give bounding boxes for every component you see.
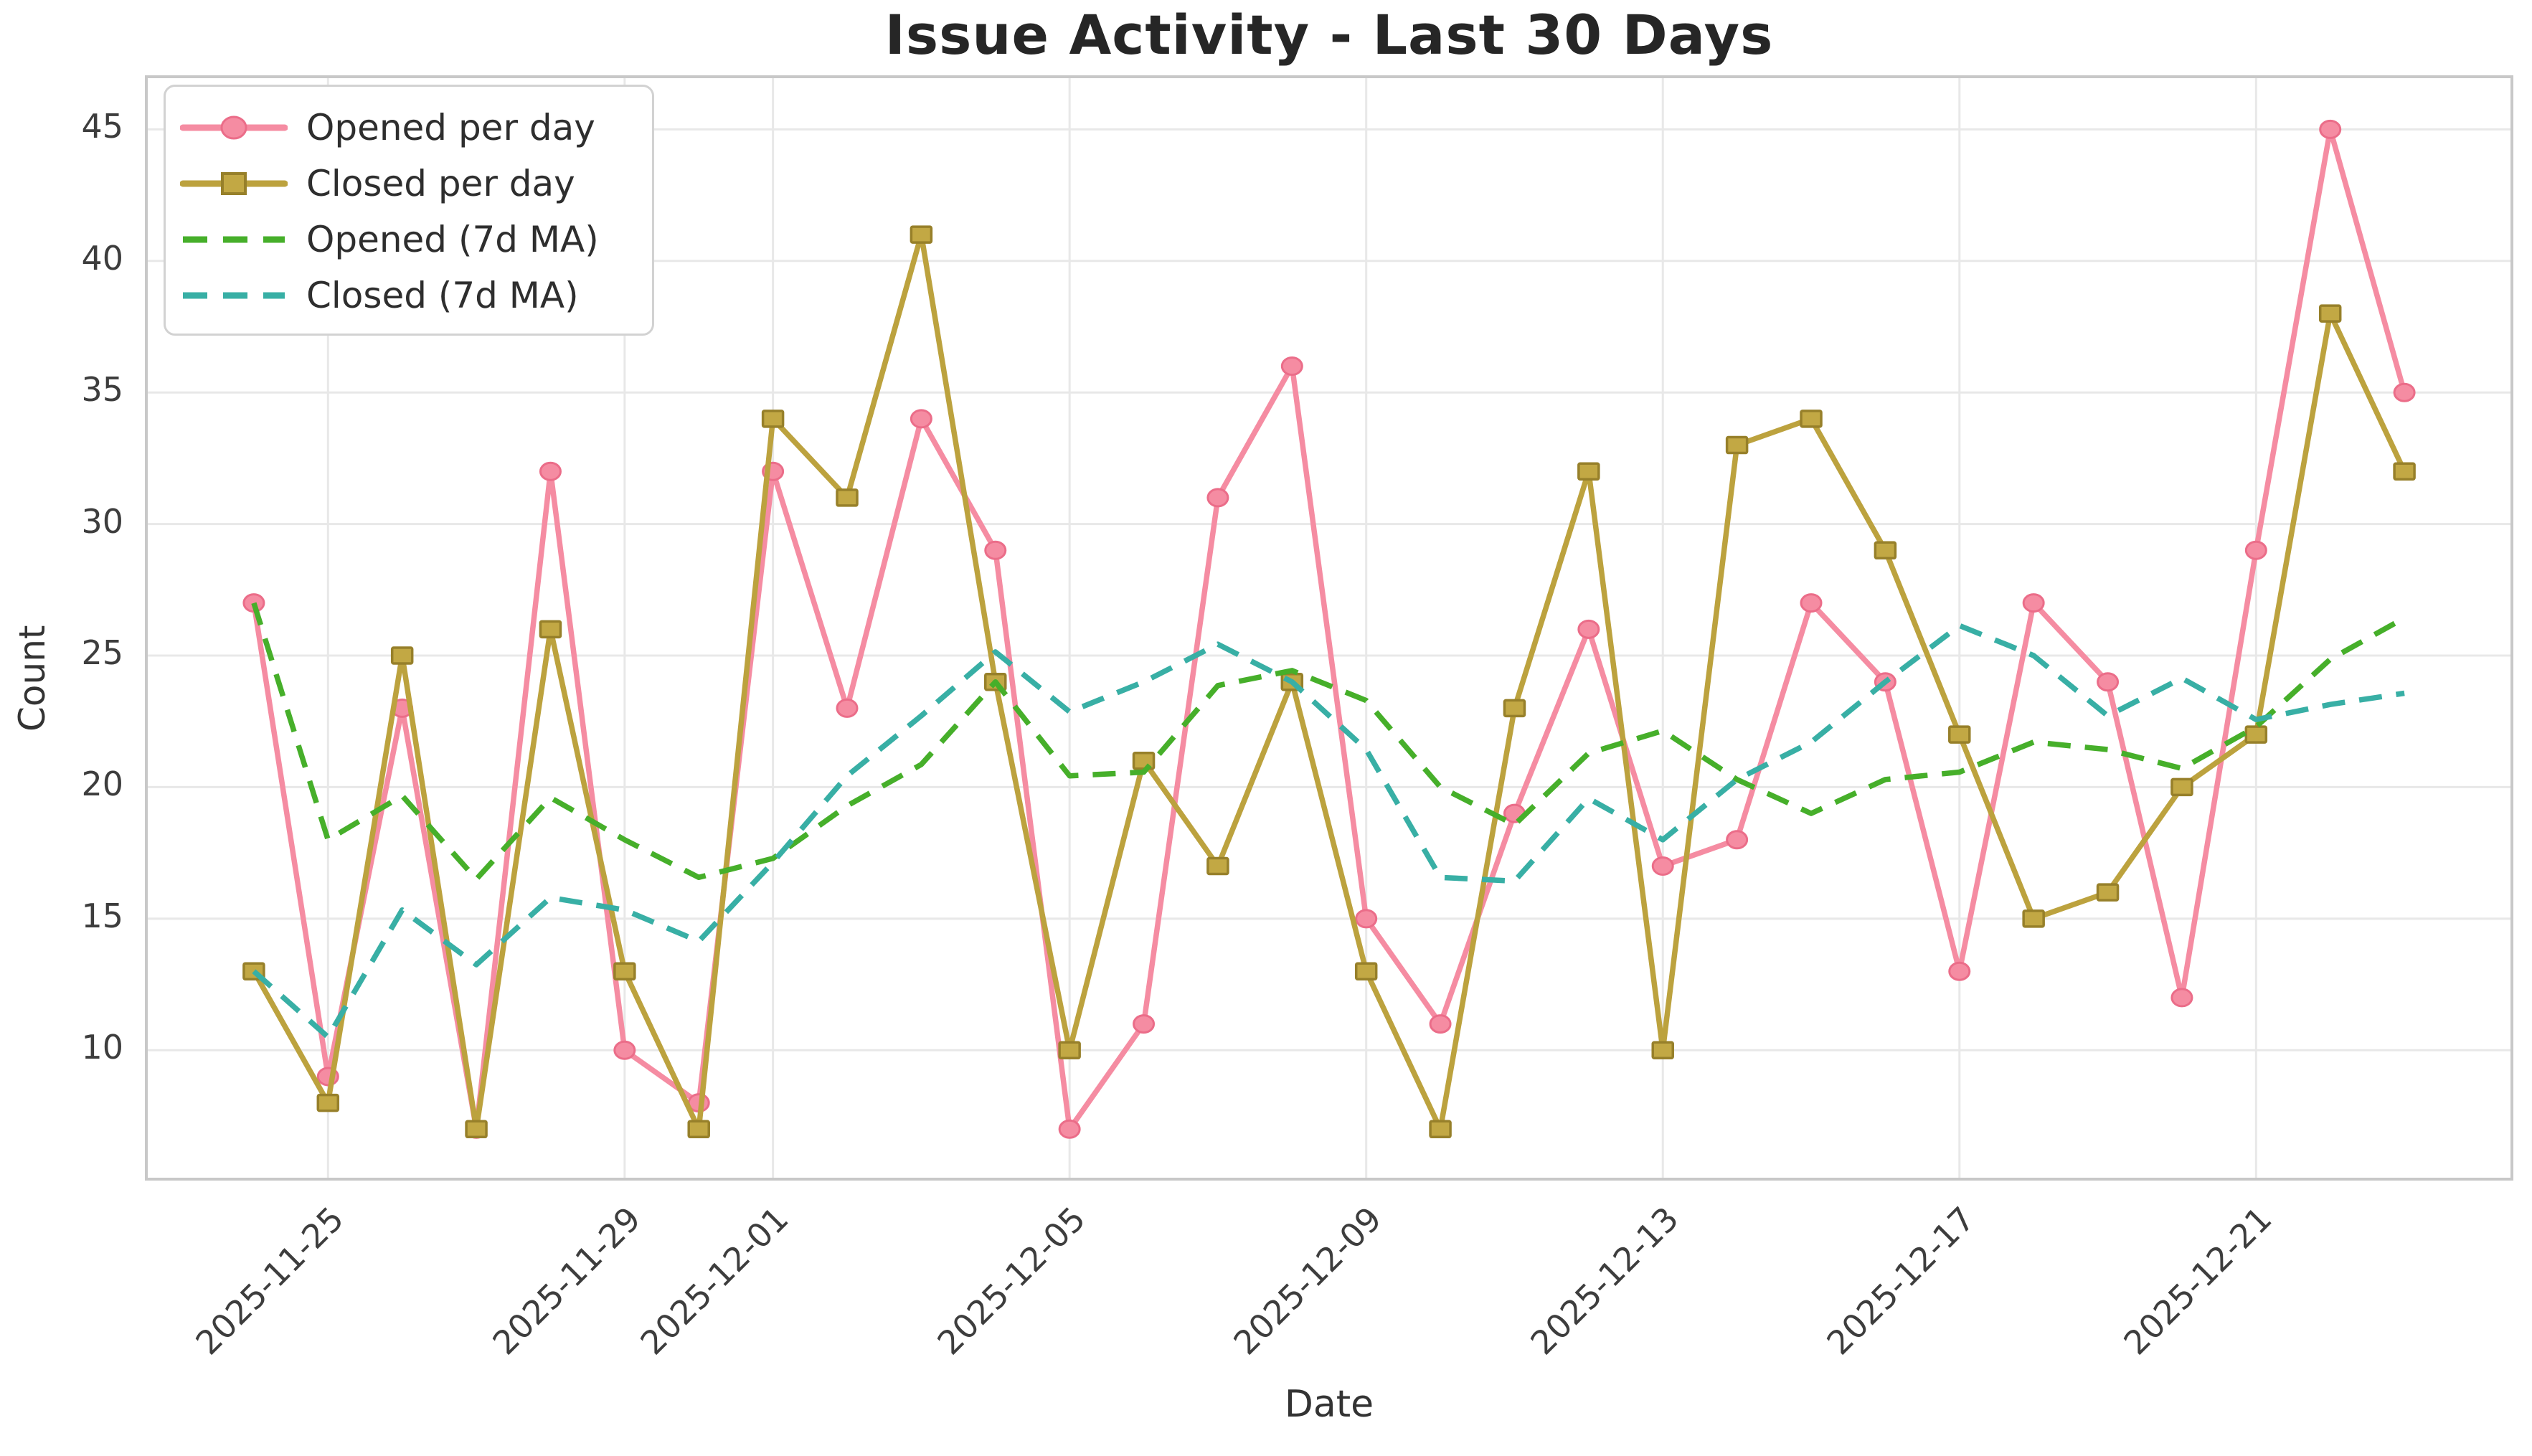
opened-marker [1800, 593, 1823, 613]
y-tick-label: 15 [81, 896, 123, 935]
closed-marker [1874, 541, 1897, 560]
closed-marker [2170, 777, 2193, 797]
opened-marker [2022, 593, 2045, 613]
opened-marker [539, 461, 562, 481]
opened-marker [1577, 619, 1600, 639]
closed-marker [1206, 856, 1229, 876]
opened-marker [836, 698, 859, 718]
legend-item-opened-7d-ma: Opened (7d MA) [180, 212, 638, 268]
y-tick-label: 45 [81, 107, 123, 146]
closed-marker [2318, 304, 2342, 323]
opened-marker [1206, 488, 1229, 508]
closed-marker [316, 1093, 340, 1112]
opened-marker [2393, 382, 2416, 402]
opened-marker [1429, 1014, 1452, 1034]
y-tick-label: 40 [81, 238, 123, 278]
legend: Opened per day Closed per day Opened (7d… [164, 85, 654, 336]
y-tick-label: 25 [81, 633, 123, 673]
closed-7d-ma-swatch-icon [183, 292, 285, 299]
chart-title: Issue Activity - Last 30 Days [884, 3, 1774, 67]
opened-marker [613, 1040, 636, 1060]
opened-marker [2319, 119, 2342, 139]
closed-marker [2022, 909, 2045, 928]
opened-marker [1058, 1119, 1081, 1139]
opened-marker [1280, 356, 1303, 377]
closed-marker [2096, 883, 2120, 902]
y-tick-label: 10 [81, 1028, 123, 1067]
closed-marker [1800, 410, 1823, 428]
legend-item-closed-7d-ma: Closed (7d MA) [180, 268, 638, 323]
plot-border [145, 75, 2513, 1181]
y-tick-label: 30 [81, 501, 123, 541]
closed-marker [1503, 699, 1526, 718]
opened-marker [1355, 909, 1378, 929]
closed-marker [465, 1120, 488, 1139]
legend-label: Opened (7d MA) [306, 219, 599, 260]
opened-marker [2170, 988, 2193, 1008]
opened-7d-ma-swatch-icon [183, 236, 285, 243]
closed-marker [2244, 725, 2268, 744]
closed-marker [761, 410, 785, 428]
closed-marker [1725, 435, 1749, 455]
closed-marker [1429, 1120, 1452, 1139]
series-line-2 [251, 602, 2406, 882]
closed-marker [1651, 1041, 1674, 1060]
closed-marker [1058, 1041, 1081, 1060]
y-tick-label: 35 [81, 370, 123, 410]
opened-marker [1948, 961, 1971, 981]
opened-marker [1651, 856, 1674, 876]
opened-marker [2244, 540, 2267, 560]
series-line-0 [251, 126, 2407, 1133]
closed-marker [539, 620, 562, 639]
opened-marker [2097, 672, 2120, 692]
opened-marker [984, 540, 1007, 560]
opened-per-day-swatch-icon [180, 115, 288, 140]
closed-marker [2393, 462, 2416, 481]
legend-label: Opened per day [306, 107, 595, 148]
closed-marker [1354, 962, 1378, 980]
opened-marker [1726, 830, 1749, 850]
legend-item-opened-per-day: Opened per day [180, 100, 638, 156]
x-axis-label: Date [1284, 1383, 1374, 1426]
closed-marker [910, 225, 933, 244]
closed-marker [1577, 462, 1600, 481]
closed-marker [613, 962, 636, 980]
closed-marker [1948, 725, 1971, 744]
legend-label: Closed (7d MA) [306, 275, 579, 316]
closed-marker [687, 1120, 710, 1139]
closed-per-day-swatch-icon [180, 172, 288, 195]
opened-marker [910, 409, 932, 429]
legend-item-closed-per-day: Closed per day [180, 156, 638, 212]
opened-marker [1133, 1014, 1156, 1034]
legend-label: Closed per day [306, 163, 575, 204]
y-tick-label: 20 [81, 765, 123, 804]
series-line-1 [251, 232, 2407, 1133]
closed-marker [836, 488, 859, 507]
series-line-3 [252, 623, 2405, 1040]
closed-marker [390, 646, 414, 665]
